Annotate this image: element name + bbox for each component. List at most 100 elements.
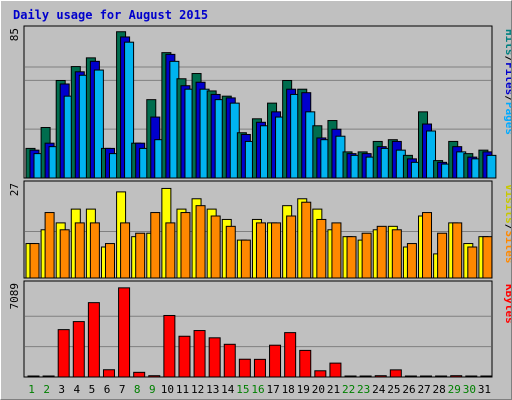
bar-kbytes-day-2 (42, 375, 55, 378)
bar-kbytes-day-13 (208, 337, 221, 378)
bar-sites-day-23 (361, 232, 372, 279)
bar-kbytes-day-8 (133, 371, 146, 378)
bar-sites-day-13 (210, 215, 221, 279)
bar-kbytes-day-9 (148, 375, 161, 378)
x-tick-label-day-13: 13 (206, 383, 219, 396)
bar-sites-day-7 (120, 222, 131, 279)
bar-sites-day-3 (59, 229, 70, 279)
bar-sites-day-16 (255, 222, 266, 279)
bar-pages-day-7 (124, 41, 135, 179)
bar-sites-day-10 (165, 222, 176, 279)
bar-kbytes-day-16 (253, 358, 266, 378)
bar-sites-day-29 (452, 222, 463, 279)
bar-kbytes-day-14 (223, 343, 236, 378)
chart-title: Daily usage for August 2015 (13, 8, 208, 22)
bar-pages-day-31 (486, 154, 497, 179)
legend-part: / (503, 95, 511, 102)
bar-kbytes-day-19 (299, 349, 312, 378)
x-tick-label-day-30: 30 (463, 383, 476, 396)
bar-sites-day-30 (467, 246, 478, 279)
panel-top-legend-label: Hits/Files/Pages (503, 29, 511, 135)
x-tick-label-day-11: 11 (176, 383, 189, 396)
bar-sites-day-6 (104, 243, 115, 279)
bar-kbytes-day-26 (404, 375, 417, 378)
x-tick-label-day-7: 7 (119, 383, 126, 396)
bar-kbytes-day-28 (435, 375, 448, 378)
bar-kbytes-day-23 (359, 375, 372, 378)
panel-bottom-legend-label: KBytes (503, 284, 511, 324)
x-tick-label-day-31: 31 (478, 383, 491, 396)
x-tick-label-day-8: 8 (134, 383, 141, 396)
bar-sites-day-15 (240, 239, 251, 279)
bar-sites-day-11 (180, 212, 191, 279)
bar-sites-day-18 (286, 215, 297, 279)
x-tick-label-day-6: 6 (104, 383, 111, 396)
bar-kbytes-day-17 (269, 344, 282, 378)
bar-sites-day-17 (271, 222, 282, 279)
bar-sites-day-19 (301, 201, 312, 279)
x-tick-label-day-27: 27 (417, 383, 430, 396)
x-tick-label-day-14: 14 (221, 383, 235, 396)
x-tick-label-day-16: 16 (251, 383, 264, 396)
bar-sites-day-26 (406, 243, 417, 279)
panel-bottom: 7089 KBytes (8, 280, 511, 378)
bar-sites-day-25 (391, 229, 402, 279)
bar-kbytes-day-27 (420, 375, 433, 378)
x-tick-label-day-9: 9 (149, 383, 156, 396)
bar-kbytes-day-11 (178, 335, 191, 378)
x-tick-label-day-4: 4 (74, 383, 81, 396)
bar-kbytes-day-15 (238, 358, 251, 378)
bar-sites-day-21 (331, 222, 342, 279)
bar-kbytes-day-20 (314, 370, 327, 378)
bar-sites-day-9 (150, 212, 161, 279)
panel-middle-legend-label: Visits/Sites (503, 184, 511, 264)
x-tick-label-day-25: 25 (387, 383, 400, 396)
bar-sites-day-24 (376, 225, 387, 279)
bar-sites-day-14 (225, 225, 236, 279)
legend-part: / (503, 224, 511, 231)
x-tick-label-day-1: 1 (28, 383, 35, 396)
bar-pages-day-27 (426, 130, 437, 179)
legend-part: Files (503, 62, 511, 95)
x-tick-label-day-17: 17 (266, 383, 279, 396)
bar-kbytes-day-30 (465, 375, 478, 378)
bar-sites-day-28 (437, 232, 448, 279)
x-tick-label-day-10: 10 (161, 383, 174, 396)
legend-part: Pages (503, 102, 511, 135)
x-tick-label-day-5: 5 (89, 383, 96, 396)
bar-sites-day-20 (316, 218, 327, 279)
bar-kbytes-day-5 (87, 302, 100, 378)
x-tick-label-day-12: 12 (191, 383, 204, 396)
panel-bottom-ymax-label: 7089 (8, 283, 21, 310)
bar-kbytes-day-12 (193, 330, 206, 378)
bar-kbytes-day-25 (389, 369, 402, 378)
bar-kbytes-day-6 (102, 369, 115, 378)
legend-part: Hits (503, 29, 511, 56)
legend-part: KBytes (503, 284, 511, 324)
legend-part: Sites (503, 230, 511, 263)
x-tick-label-day-2: 2 (43, 383, 50, 396)
bar-kbytes-day-3 (57, 329, 70, 378)
x-tick-label-day-18: 18 (282, 383, 295, 396)
panel-middle-ymax-label: 27 (8, 183, 21, 196)
legend-part: / (503, 56, 511, 63)
x-tick-label-day-26: 26 (402, 383, 415, 396)
bar-sites-day-4 (74, 222, 85, 279)
bar-kbytes-day-7 (118, 287, 131, 378)
x-tick-label-day-3: 3 (58, 383, 65, 396)
bar-sites-day-27 (422, 212, 433, 279)
bar-pages-day-5 (93, 69, 104, 179)
legend-part: Visits (503, 184, 511, 224)
bar-kbytes-day-22 (344, 375, 357, 378)
x-tick-label-day-19: 19 (297, 383, 310, 396)
bar-kbytes-day-4 (72, 321, 85, 378)
x-tick-label-day-24: 24 (372, 383, 386, 396)
x-tick-label-day-15: 15 (236, 383, 249, 396)
bar-kbytes-day-1 (27, 375, 40, 378)
bar-sites-day-2 (44, 212, 55, 279)
x-tick-label-day-29: 29 (448, 383, 461, 396)
bar-sites-day-8 (135, 232, 146, 279)
bar-sites-day-31 (482, 236, 493, 279)
